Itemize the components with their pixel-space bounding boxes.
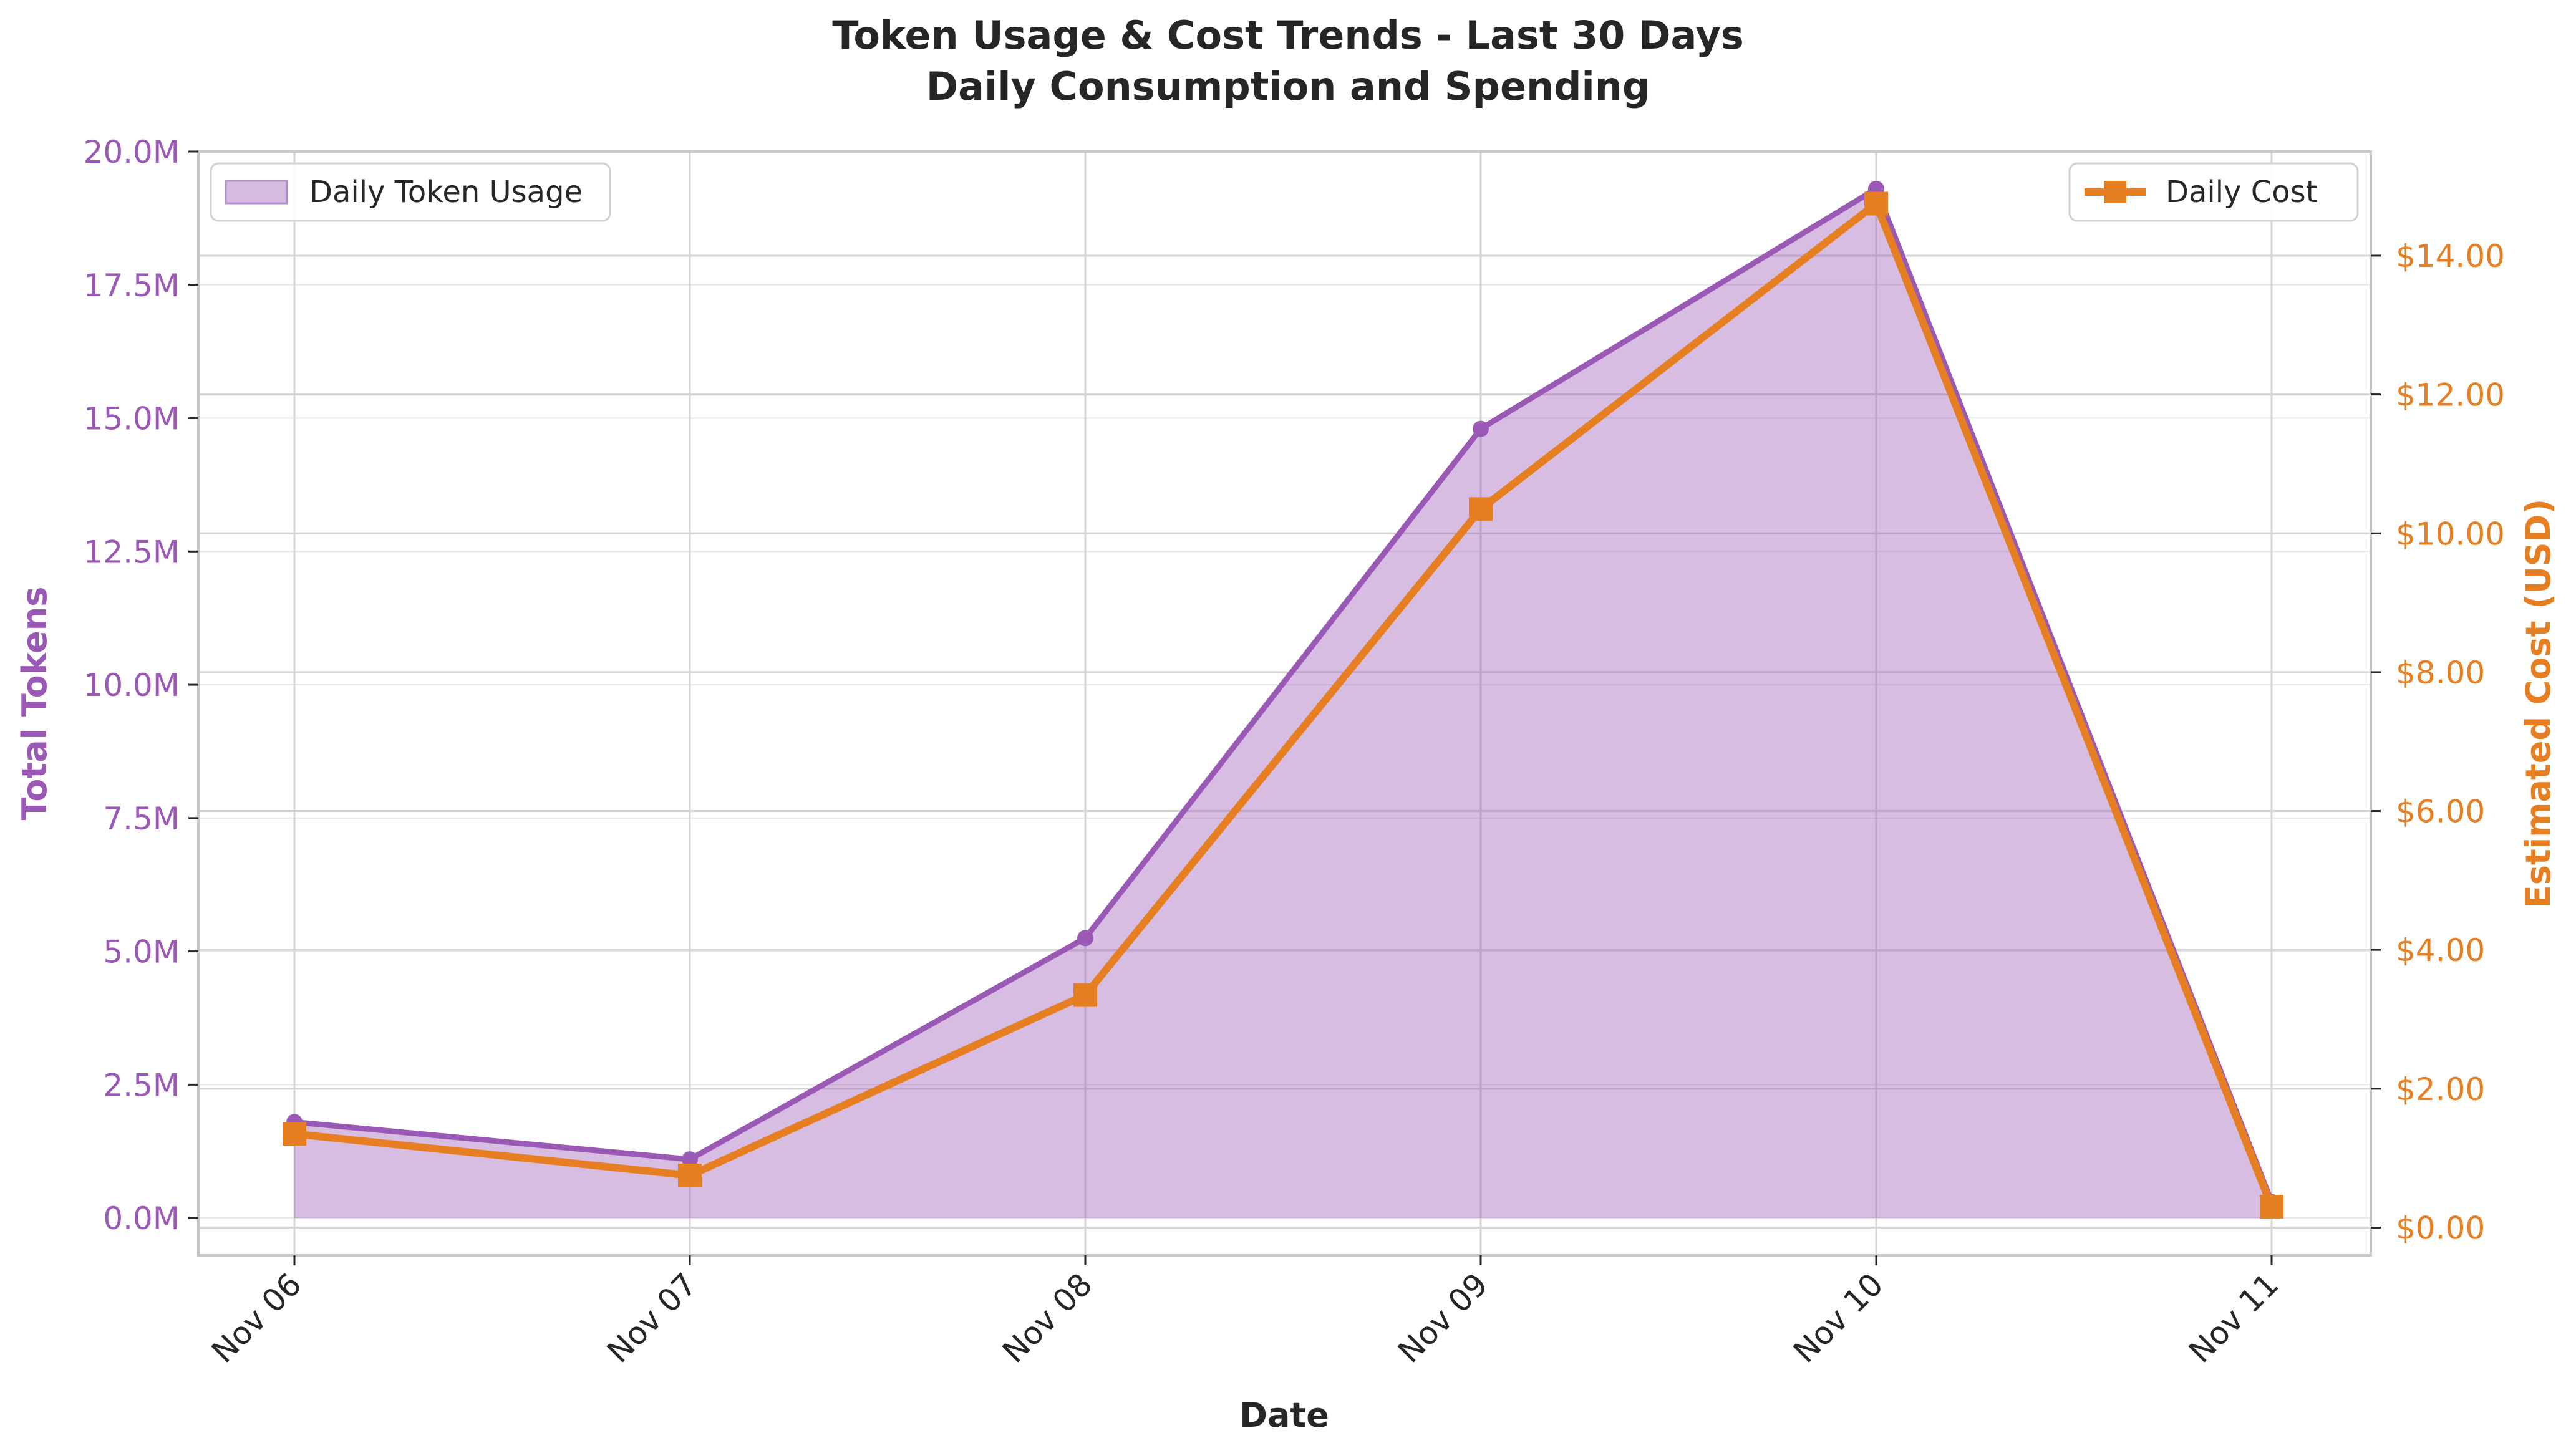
x-tick-label: Nov 09: [1391, 1266, 1494, 1369]
right-tick-label: $0.00: [2396, 1210, 2485, 1246]
legend-cost-label: Daily Cost: [2166, 175, 2317, 210]
left-tick-label: 5.0M: [103, 934, 180, 970]
x-tick-label: Nov 06: [205, 1266, 308, 1369]
token-usage-area: [294, 188, 2272, 1219]
left-tick-label: 15.0M: [84, 401, 180, 437]
right-tick-label: $14.00: [2396, 238, 2505, 274]
legend-token-label: Daily Token Usage: [309, 175, 583, 210]
x-tick-label: Nov 08: [995, 1266, 1099, 1369]
grid-lines: [198, 151, 2371, 1255]
token-usage-line: [294, 186, 2275, 1204]
right-tick-label: $12.00: [2396, 377, 2505, 413]
token-usage-point: [1077, 930, 1093, 947]
right-axis-ticks: $0.00 $2.00 $4.00 $6.00 $8.00 $10.00 $12.00 $14…: [2371, 238, 2505, 1246]
daily-cost-point: [283, 1122, 306, 1146]
daily-cost-point: [678, 1163, 702, 1187]
x-tick-label: Nov 10: [1786, 1266, 1890, 1369]
right-tick-label: $2.00: [2396, 1071, 2485, 1108]
right-tick-label: $6.00: [2396, 794, 2485, 830]
left-tick-label: 17.5M: [84, 268, 180, 304]
legend-daily-cost: Daily Cost: [2068, 162, 2359, 222]
right-tick-label: $4.00: [2396, 932, 2485, 968]
right-axis-title: Estimated Cost (USD): [2519, 499, 2558, 908]
daily-cost-point: [2260, 1195, 2283, 1219]
daily-cost-point: [1073, 983, 1097, 1007]
daily-cost-point: [1864, 191, 1888, 216]
right-tick-label: $8.00: [2396, 655, 2485, 691]
chart-title: Token Usage & Cost Trends - Last 30 Days: [832, 12, 1743, 58]
left-tick-label: 10.0M: [84, 667, 180, 703]
left-tick-label: 7.5M: [103, 801, 180, 837]
chart-subtitle: Daily Consumption and Spending: [926, 64, 1650, 109]
plot-frame: [197, 150, 2372, 1257]
left-tick-label: 2.5M: [103, 1067, 180, 1103]
legend-cost-marker: [2104, 181, 2126, 203]
left-axis-title: Total Tokens: [15, 587, 54, 821]
x-axis-ticks: Nov 06 Nov 07 Nov 08 Nov 09 Nov 10 Nov 11: [205, 1255, 2285, 1370]
token-usage-point: [682, 1151, 698, 1168]
token-usage-point: [1473, 420, 1489, 437]
legend-token-swatch: [225, 180, 288, 205]
left-tick-label: 20.0M: [84, 134, 180, 170]
daily-cost-line: [294, 200, 2275, 1209]
x-tick-label: Nov 07: [600, 1266, 704, 1369]
left-axis-ticks: 0.0M 2.5M 5.0M 7.5M 10.0M 12.5M 15.0M 17.5M 20.0…: [84, 134, 198, 1237]
left-tick-label: 12.5M: [84, 534, 180, 570]
daily-cost-point: [1469, 497, 1493, 521]
right-tick-label: $10.00: [2396, 516, 2505, 552]
series-layer: [283, 180, 2283, 1219]
left-tick-label: 0.0M: [103, 1200, 180, 1237]
legend-token-usage: Daily Token Usage: [210, 162, 611, 222]
x-tick-label: Nov 11: [2182, 1266, 2285, 1369]
x-axis-title: Date: [1239, 1396, 1329, 1435]
